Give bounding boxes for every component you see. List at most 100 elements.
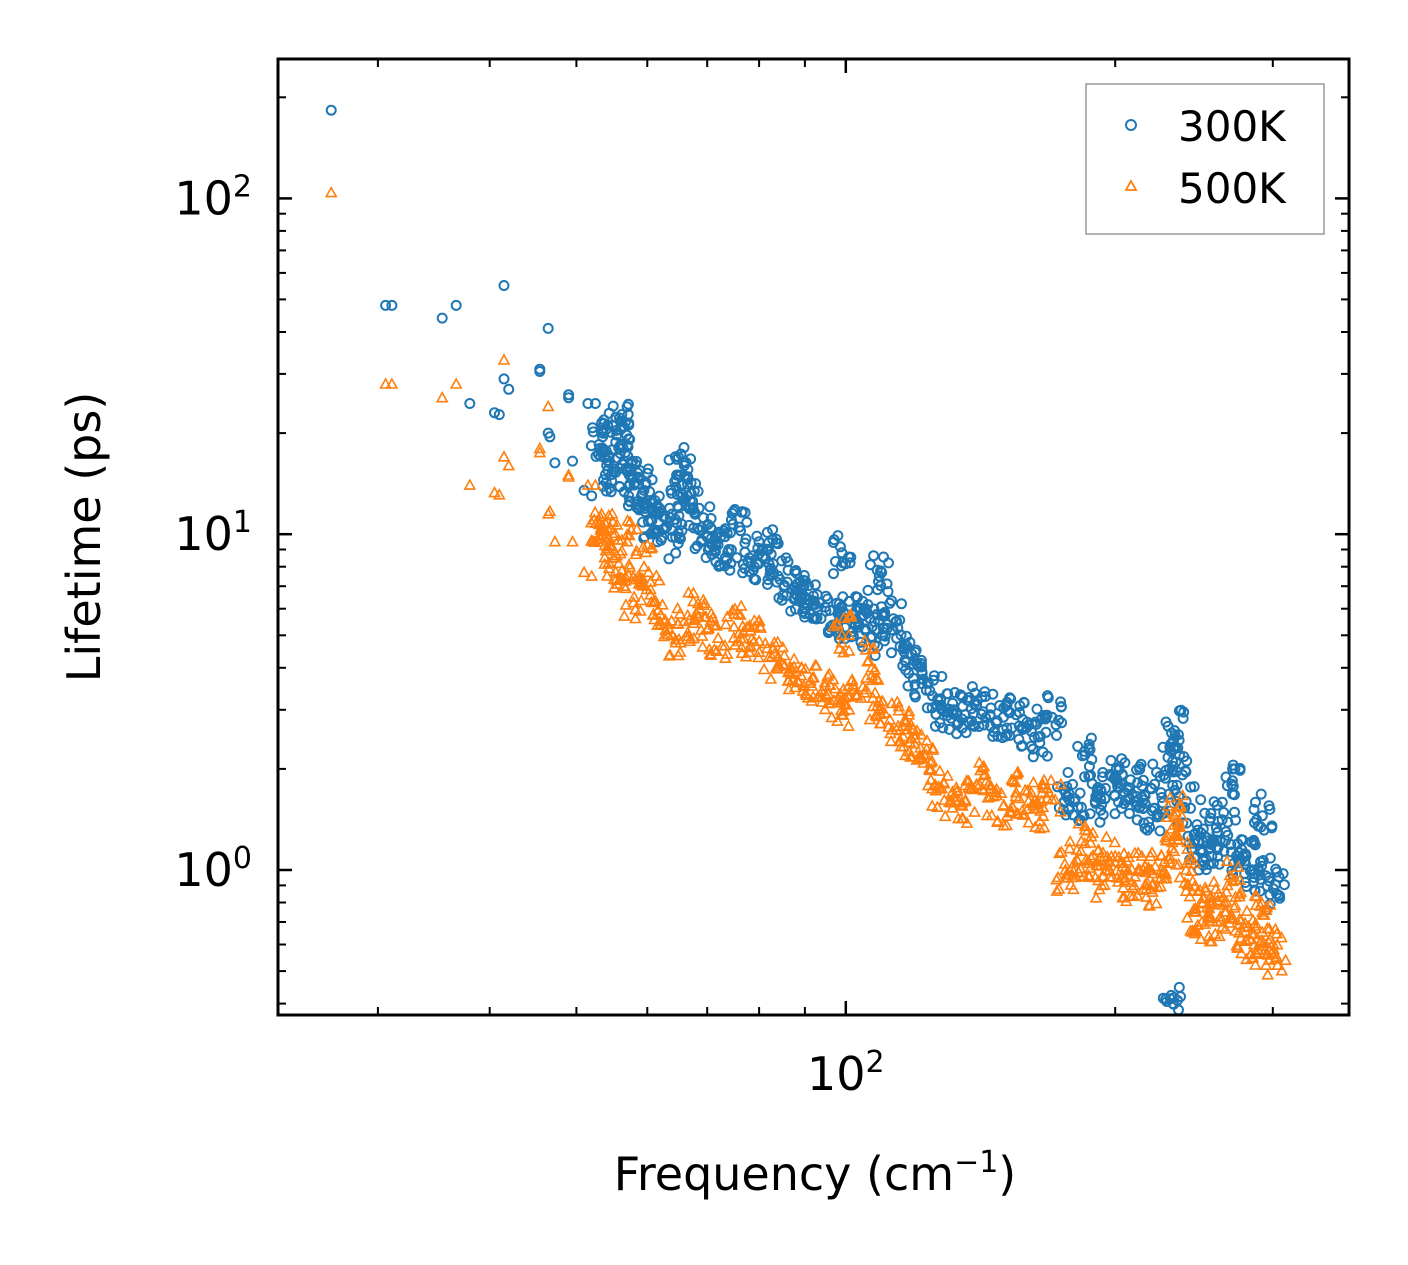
data-point-cloud-500k xyxy=(752,615,766,627)
data-point-cloud-500k xyxy=(837,682,850,695)
data-point-cloud-300k xyxy=(1055,696,1067,708)
data-point-cloud-500k xyxy=(589,516,603,529)
data-point-cloud-500k xyxy=(1275,964,1289,976)
data-point-300k-9 xyxy=(498,373,510,385)
data-point-500k-38 xyxy=(711,631,725,644)
data-point-cloud-500k xyxy=(874,702,888,714)
data-point-cloud-500k xyxy=(1054,805,1067,817)
data-point-cloud-500k xyxy=(1116,859,1130,872)
data-point-cloud-500k xyxy=(621,514,634,526)
data-point-cloud-500k xyxy=(1211,893,1225,906)
data-point-cloud-500k xyxy=(1027,775,1040,788)
data-point-cloud-500k xyxy=(1154,848,1168,861)
data-point-cloud-500k xyxy=(671,648,685,661)
data-point-cloud-500k xyxy=(897,714,911,726)
data-point-cloud-300k xyxy=(1237,850,1249,862)
data-point-cloud-500k xyxy=(990,815,1004,828)
data-point-cloud-500k xyxy=(977,783,991,796)
data-point-cloud-500k xyxy=(908,731,922,744)
data-point-cloud-300k xyxy=(1214,834,1226,846)
data-point-cloud-500k xyxy=(794,668,808,681)
data-point-cloud-500k xyxy=(734,608,747,620)
data-point-cloud-300k xyxy=(1210,822,1222,834)
data-point-cloud-500k xyxy=(1108,835,1122,848)
data-point-300k-5 xyxy=(464,398,476,409)
data-point-cloud-500k xyxy=(1036,809,1050,822)
data-point-cloud-300k xyxy=(789,566,801,577)
data-point-cloud-500k xyxy=(1226,874,1240,887)
data-point-500k-10 xyxy=(502,458,516,471)
data-point-cloud-500k xyxy=(1183,889,1197,902)
data-point-cloud-500k xyxy=(1160,829,1174,841)
data-point-cloud-300k xyxy=(799,608,811,620)
data-point-cloud-500k xyxy=(757,662,771,675)
data-point-cloud-500k xyxy=(598,550,612,563)
data-point-cloud-500k xyxy=(684,632,698,644)
series-500k xyxy=(324,185,1292,980)
data-point-cloud-500k xyxy=(704,648,718,661)
data-point-cloud-300k xyxy=(776,555,788,567)
data-point-cloud-500k xyxy=(1186,924,1199,936)
data-point-500k-11 xyxy=(533,441,547,454)
data-point-500k-53 xyxy=(883,713,897,725)
data-point-cloud-500k xyxy=(822,687,835,699)
data-point-cloud-500k xyxy=(812,690,825,703)
data-point-cloud-500k xyxy=(1216,898,1230,910)
data-point-cloud-300k xyxy=(908,655,920,667)
data-point-cloud-300k xyxy=(932,694,944,706)
data-point-cloud-300k xyxy=(1042,692,1054,704)
data-point-cloud-500k xyxy=(902,708,916,720)
data-point-cloud-500k xyxy=(1263,932,1277,944)
data-point-cloud-500k xyxy=(925,754,939,767)
data-point-cloud-500k xyxy=(1103,863,1116,876)
data-point-cloud-300k xyxy=(909,679,921,691)
data-point-cloud-300k xyxy=(978,719,990,731)
data-point-cloud-500k xyxy=(619,581,633,594)
data-point-cloud-300k xyxy=(1167,779,1179,791)
data-point-cloud-300k xyxy=(671,469,683,481)
data-point-cloud-500k xyxy=(651,618,664,631)
data-point-cloud-300k xyxy=(764,564,776,576)
data-point-500k-4 xyxy=(449,377,463,389)
data-point-cloud-500k xyxy=(1205,897,1219,909)
legend-marker-500k xyxy=(1124,179,1138,191)
data-point-cloud-300k xyxy=(735,525,746,537)
data-point-cloud-500k xyxy=(1064,878,1078,890)
data-point-cloud-500k xyxy=(1167,807,1180,819)
data-point-cloud-300k xyxy=(1085,732,1097,744)
data-point-cloud-300k xyxy=(598,414,610,426)
data-point-cloud-500k xyxy=(1136,883,1150,895)
data-point-cloud-500k xyxy=(595,507,608,520)
data-point-cloud-500k xyxy=(1256,907,1270,920)
data-point-cloud-500k xyxy=(1249,958,1262,970)
data-point-cloud-300k xyxy=(693,524,705,536)
data-point-cloud-500k xyxy=(636,540,650,552)
data-point-500k-15 xyxy=(543,504,557,517)
data-point-cloud-500k xyxy=(710,644,723,657)
data-point-cloud-300k xyxy=(719,552,731,564)
data-point-cloud-300k xyxy=(1248,872,1260,883)
data-point-cloud-300k xyxy=(751,530,763,542)
data-point-cloud-300k xyxy=(1207,857,1219,869)
data-point-cloud-300k xyxy=(622,398,634,410)
data-point-cloud-500k xyxy=(818,702,832,715)
data-point-cloud-300k xyxy=(685,488,697,500)
data-point-cloud-500k xyxy=(707,618,720,630)
data-point-cloud-300k xyxy=(1067,809,1079,821)
data-point-cloud-300k xyxy=(1079,771,1091,783)
data-point-300k-7 xyxy=(493,409,505,421)
data-point-cloud-300k xyxy=(1274,892,1286,904)
data-point-300k-87 xyxy=(1137,774,1149,786)
data-point-cloud-300k xyxy=(1248,868,1260,880)
data-point-cloud-300k xyxy=(1149,778,1161,790)
data-point-cloud-300k xyxy=(617,422,628,434)
data-point-cloud-500k xyxy=(1142,898,1156,911)
data-point-cloud-300k xyxy=(1264,852,1276,864)
y-tick-label-0: 100 xyxy=(174,841,252,897)
data-point-cloud-300k xyxy=(822,627,834,639)
data-point-300k-13 xyxy=(542,322,554,334)
data-point-cloud-300k xyxy=(1232,838,1244,850)
data-point-cloud-300k xyxy=(1179,765,1191,777)
data-point-cloud-500k xyxy=(1145,878,1159,890)
data-point-cloud-300k xyxy=(861,606,873,617)
